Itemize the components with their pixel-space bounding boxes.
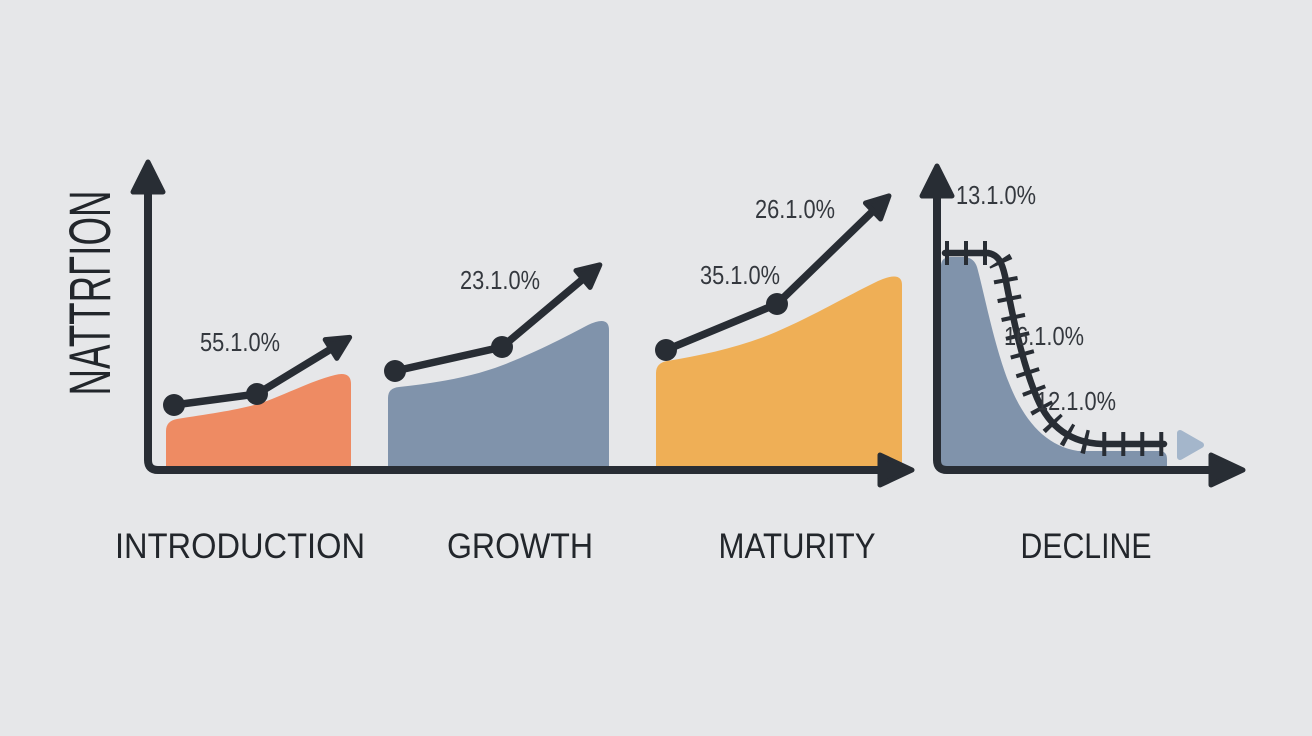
decline-axis-line — [933, 190, 1214, 474]
maturity-percent-label-upper: 26.1.0% — [755, 194, 835, 224]
x-axis-arrowhead-icon — [877, 452, 915, 488]
growth-area — [388, 321, 609, 470]
stage-label-decline: DECLINE — [1021, 527, 1152, 566]
decline-percent-label-top: 13.1.0% — [956, 180, 1036, 210]
maturity-percent-label-lower: 35.1.0% — [700, 260, 780, 290]
maturity-trend-dot — [655, 339, 677, 361]
introduction-trend-dot — [163, 394, 185, 416]
growth-trend-dot — [491, 336, 513, 358]
y-axis-label: NATTRΓION — [58, 191, 123, 396]
growth-trend-dot — [384, 360, 406, 382]
decline-y-axis-arrowhead-icon — [919, 163, 955, 199]
maturity-trend-dot — [766, 293, 788, 315]
introduction-percent-label: 55.1.0% — [200, 327, 280, 357]
main-axis-line — [144, 186, 886, 474]
introduction-trend-arrowhead-icon — [322, 334, 353, 361]
decline-axes — [919, 163, 1246, 488]
y-axis-arrowhead-icon — [130, 159, 166, 195]
growth-trend-arrowhead-icon — [573, 262, 603, 290]
maturity-trend-arrowhead-icon — [862, 193, 892, 222]
decline-percent-label-bottom: 12.1.0% — [1036, 386, 1116, 416]
maturity-area — [656, 276, 902, 470]
introduction-trend-dot — [246, 383, 268, 405]
decline-percent-label-middle: 16.1.0% — [1004, 321, 1084, 351]
stage-label-maturity: MATURITY — [719, 527, 876, 566]
stage-label-introduction: INTRODUCTION — [115, 527, 365, 566]
decline-curve-line — [941, 249, 1168, 448]
maturity-trend — [655, 193, 892, 361]
stage-label-growth: GROWTH — [447, 527, 593, 566]
introduction-area — [166, 374, 351, 470]
growth-trend — [384, 262, 603, 382]
introduction-trend — [163, 334, 353, 416]
decline-curve — [941, 241, 1204, 460]
main-axes — [130, 159, 915, 488]
decline-end-arrowhead-icon — [1177, 430, 1204, 460]
decline-area — [941, 257, 1167, 470]
decline-x-axis-arrowhead-icon — [1208, 452, 1246, 488]
growth-percent-label: 23.1.0% — [460, 265, 540, 295]
